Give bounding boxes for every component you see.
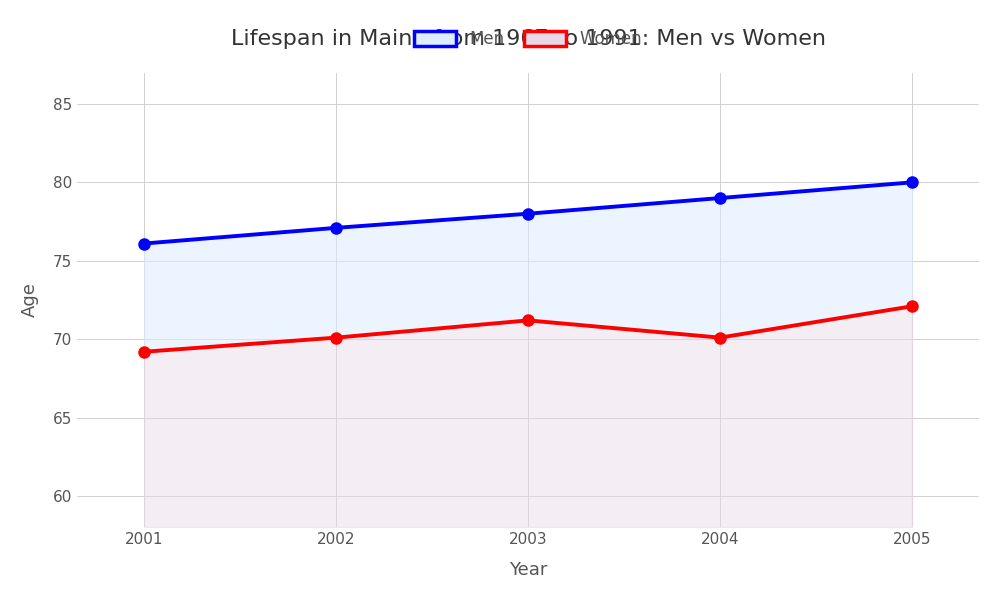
Title: Lifespan in Maine from 1967 to 1991: Men vs Women: Lifespan in Maine from 1967 to 1991: Men…: [231, 29, 826, 49]
X-axis label: Year: Year: [509, 561, 547, 579]
Legend: Men, Women: Men, Women: [406, 22, 650, 56]
Y-axis label: Age: Age: [21, 283, 39, 317]
